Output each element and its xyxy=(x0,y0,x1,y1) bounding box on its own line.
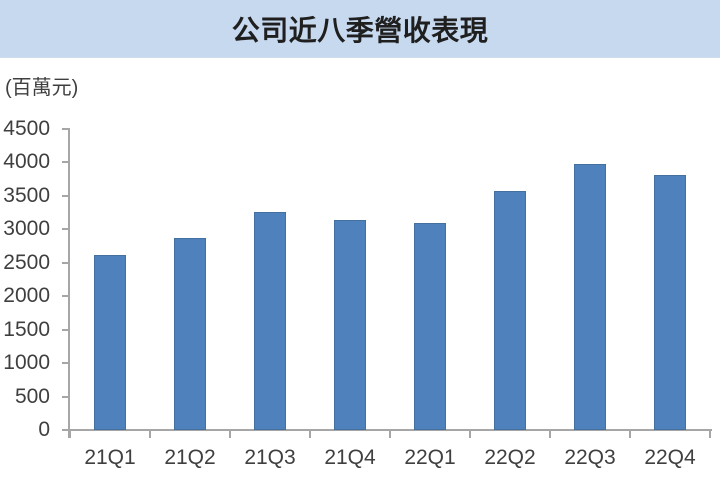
y-tick-label: 0 xyxy=(38,418,50,441)
y-tick-label: 1000 xyxy=(3,351,50,375)
y-tick-label: 1500 xyxy=(3,317,50,341)
bar-21Q4 xyxy=(334,219,366,430)
x-tick-label: 21Q1 xyxy=(84,446,136,469)
y-axis-tick xyxy=(62,362,70,365)
bar-21Q2 xyxy=(174,238,206,430)
y-axis-tick xyxy=(62,161,70,164)
bar-22Q3 xyxy=(574,163,606,430)
y-axis-tick xyxy=(62,395,70,398)
x-axis-tick xyxy=(69,431,71,438)
y-axis-unit-label: (百萬元) xyxy=(5,77,79,99)
y-axis-tick xyxy=(62,261,70,264)
y-axis-tick xyxy=(62,128,70,130)
x-axis-tick xyxy=(229,431,231,438)
chart-title: 公司近八季營收表現 xyxy=(231,14,489,46)
y-axis-tick xyxy=(62,194,70,197)
y-tick-label: 2500 xyxy=(3,250,50,274)
y-axis-tick xyxy=(62,328,70,331)
x-axis-line xyxy=(70,429,712,431)
x-axis-tick xyxy=(309,431,311,438)
y-axis-tick xyxy=(62,429,70,431)
x-tick-label: 22Q3 xyxy=(564,446,616,469)
y-axis-tick xyxy=(62,228,70,231)
bar-21Q3 xyxy=(254,211,286,430)
x-tick-label: 21Q3 xyxy=(244,446,296,469)
x-axis-tick xyxy=(149,431,151,438)
y-tick-label: 3500 xyxy=(3,183,50,207)
bar-22Q1 xyxy=(414,223,446,430)
x-tick-label: 22Q2 xyxy=(484,446,536,469)
y-tick-label: 2000 xyxy=(3,284,50,308)
y-tick-label: 3000 xyxy=(3,217,50,241)
x-axis-tick xyxy=(709,431,711,438)
x-tick-label: 22Q4 xyxy=(644,446,696,469)
y-tick-label: 500 xyxy=(14,384,50,408)
y-tick-label: 4500 xyxy=(3,117,50,140)
x-tick-label: 22Q1 xyxy=(404,446,456,469)
y-axis-tick xyxy=(62,295,70,298)
chart-title-bar: 公司近八季營收表現 xyxy=(0,0,720,58)
y-axis-line xyxy=(68,129,70,438)
x-axis-tick xyxy=(389,431,391,438)
y-tick-label: 4000 xyxy=(3,150,50,174)
bar-22Q4 xyxy=(654,175,686,430)
x-axis-tick xyxy=(549,431,551,438)
bar-22Q2 xyxy=(494,190,526,430)
x-tick-label: 21Q4 xyxy=(324,446,376,469)
x-axis-tick xyxy=(469,431,471,438)
x-tick-label: 21Q2 xyxy=(164,446,216,469)
bar-21Q1 xyxy=(94,254,126,430)
x-axis-tick xyxy=(629,431,631,438)
